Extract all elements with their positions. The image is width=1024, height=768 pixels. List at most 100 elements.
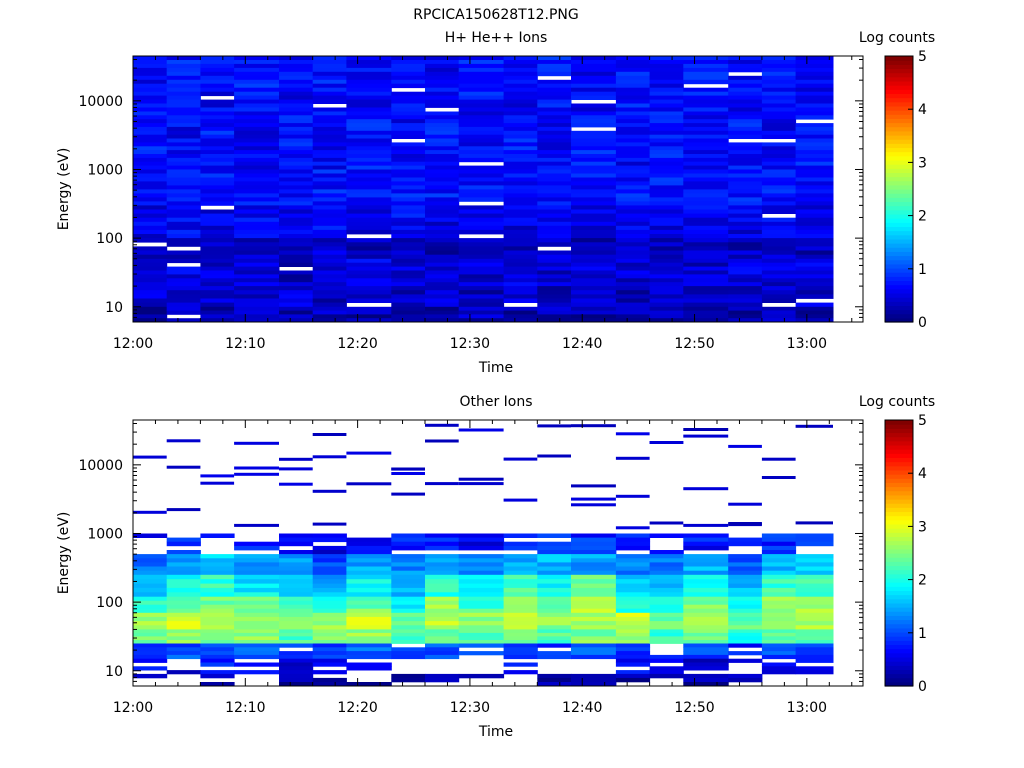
heatmap-cell (458, 138, 505, 143)
heatmap-cell (615, 298, 651, 303)
heatmap-cell (571, 142, 617, 147)
heatmap-cell (683, 63, 729, 69)
heatmap-cell (615, 258, 651, 264)
heatmap-cell (649, 254, 684, 260)
heatmap-cell (234, 246, 280, 251)
heatmap-cell (166, 217, 201, 223)
heatmap-cell (234, 234, 280, 239)
heatmap-cell (571, 266, 617, 271)
heatmap-cell (683, 87, 729, 93)
heatmap-cell (458, 185, 505, 190)
heatmap-cell (279, 150, 314, 155)
heatmap-cell (346, 318, 392, 323)
heatmap-cell (391, 604, 426, 610)
heatmap-cell (391, 169, 426, 174)
heatmap-cell (166, 209, 201, 214)
heatmap-cell (234, 258, 280, 264)
heatmap-cell (346, 314, 392, 319)
heatmap-cell (458, 150, 505, 155)
heatmap-cell (133, 181, 168, 186)
heatmap-cell (537, 682, 572, 687)
heatmap-cell (761, 150, 797, 155)
heatmap-cell (346, 592, 392, 598)
heatmap-cell (537, 632, 572, 637)
heatmap-cell (728, 306, 763, 311)
heatmap-cell (683, 193, 729, 198)
heatmap-cell (312, 314, 347, 319)
heatmap-cell (458, 181, 505, 186)
heatmap-cell (312, 193, 347, 198)
heatmap-streak (615, 494, 650, 498)
heatmap-cell (312, 107, 347, 112)
heatmap-cell (571, 636, 617, 641)
heatmap-cell (649, 250, 684, 255)
colorbar-swatch (885, 309, 913, 315)
x-tick-label: 13:00 (787, 336, 827, 352)
heatmap-cell (166, 115, 201, 120)
heatmap-cell (571, 298, 617, 303)
heatmap-cell (425, 651, 460, 656)
heatmap-cell (649, 60, 684, 65)
heatmap-cell (537, 229, 572, 235)
heatmap-cell (458, 75, 505, 81)
heatmap-cell (728, 673, 763, 679)
heatmap-cell (346, 654, 392, 660)
heatmap-cell (458, 115, 505, 120)
heatmap-cell (200, 616, 235, 622)
heatmap-cell (571, 157, 617, 163)
heatmap-cell (312, 229, 347, 235)
heatmap-cell (391, 654, 426, 660)
heatmap-cell (200, 282, 235, 287)
colorbar-swatch (885, 234, 913, 240)
heatmap-cell (425, 130, 460, 136)
heatmap-cell (537, 274, 572, 279)
heatmap-cell (615, 282, 651, 287)
heatmap-cell (312, 157, 347, 163)
heatmap-cell (615, 640, 651, 644)
heatmap-cell (795, 71, 834, 77)
heatmap-cell (683, 302, 729, 308)
heatmap-cell (615, 75, 651, 81)
heatmap-cell (761, 278, 797, 283)
heatmap-cell (234, 270, 280, 275)
heatmap-cell (649, 632, 684, 637)
heatmap-cell (649, 533, 684, 538)
heatmap-cell (200, 229, 235, 235)
heatmap-cell (795, 103, 834, 108)
heatmap-cell (200, 258, 235, 264)
heatmap-cell (200, 181, 235, 186)
heatmap-cell (391, 71, 426, 77)
heatmap-cell (312, 254, 347, 260)
heatmap-cell (615, 278, 651, 283)
heatmap-cell (391, 185, 426, 190)
heatmap-cell (615, 596, 651, 602)
heatmap-cell (234, 616, 280, 622)
heatmap-cell (571, 302, 617, 308)
heatmap-cell (537, 242, 572, 247)
heatmap-cell (346, 554, 392, 559)
heatmap-cell (537, 181, 572, 186)
heatmap-cell (346, 310, 392, 315)
heatmap-cell (166, 150, 201, 155)
heatmap-cell (615, 554, 651, 559)
heatmap-cell (795, 625, 834, 630)
heatmap-cell (133, 654, 168, 660)
heatmap-cell (234, 266, 280, 271)
heatmap-cell (728, 600, 763, 606)
heatmap-cell (234, 278, 280, 283)
heatmap-cell (683, 640, 729, 644)
heatmap-cell (761, 165, 797, 170)
heatmap-cell (571, 596, 617, 602)
heatmap-cell (425, 310, 460, 315)
heatmap-cell (312, 310, 347, 315)
heatmap-cell (166, 250, 201, 255)
heatmap-cell (795, 60, 834, 65)
heatmap-cell (615, 587, 651, 593)
heatmap-cell (133, 221, 168, 227)
heatmap-cell (234, 123, 280, 128)
heatmap-cell (458, 225, 505, 231)
colorbar-swatch (885, 97, 913, 103)
heatmap-cell (312, 189, 347, 194)
heatmap-cell (312, 115, 347, 120)
heatmap-cell (425, 169, 460, 174)
